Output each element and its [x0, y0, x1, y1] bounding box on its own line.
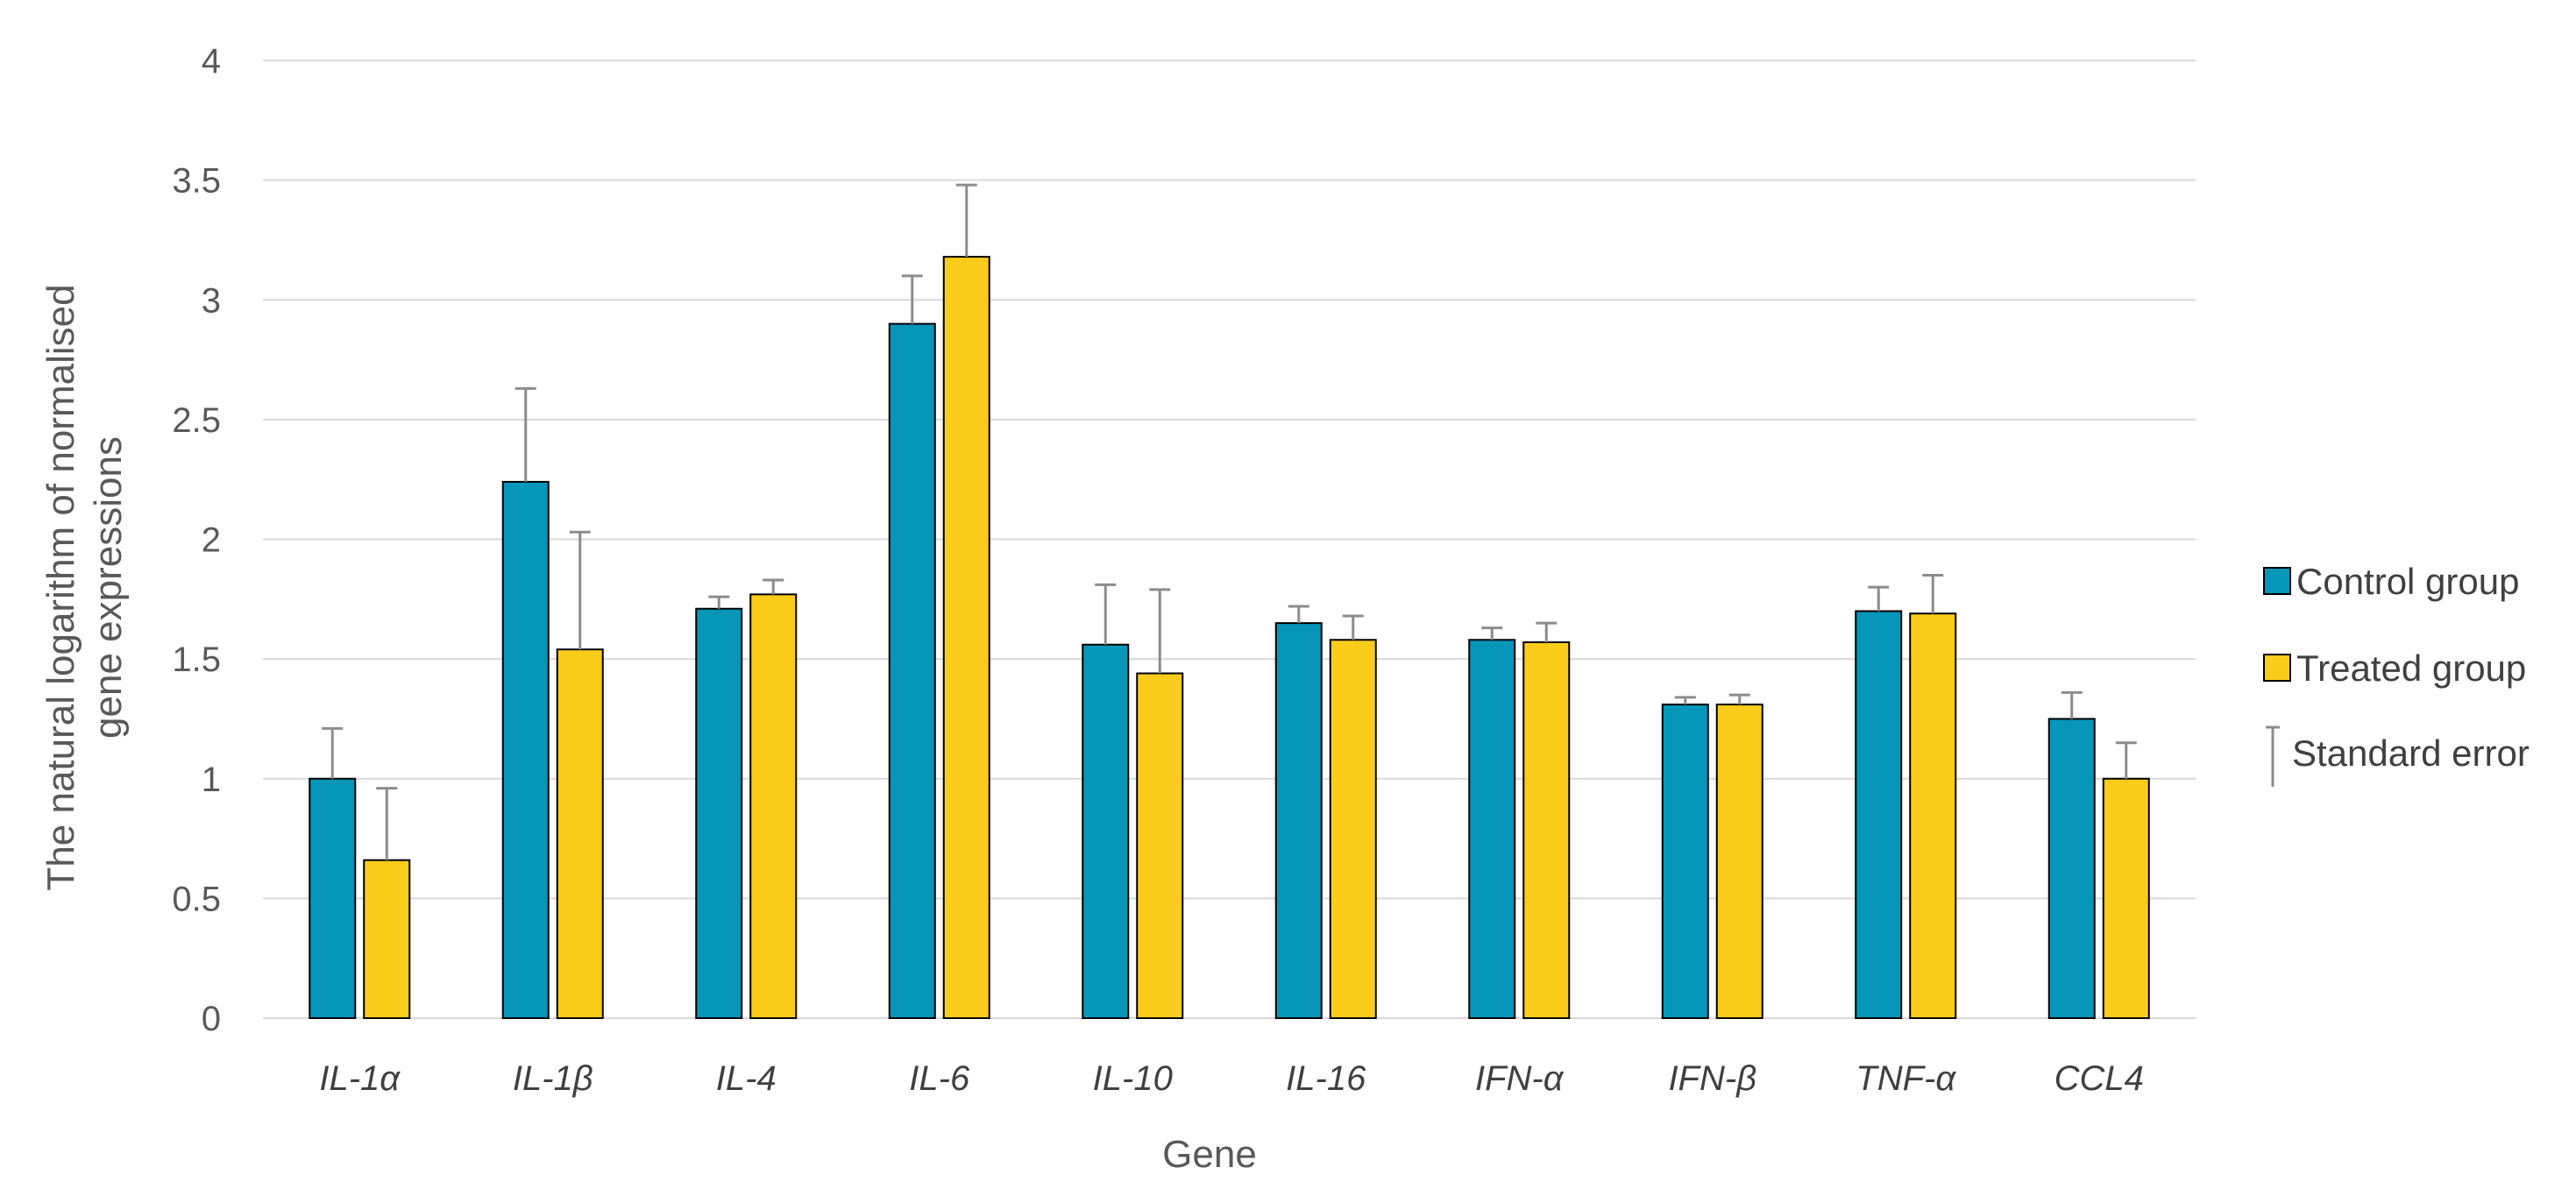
error-bar — [763, 578, 784, 595]
error-bar — [708, 595, 730, 609]
x-category-label: IL-1β — [513, 1059, 593, 1098]
bar-control — [309, 777, 357, 1019]
error-bars — [322, 183, 2137, 860]
bar-control — [695, 607, 743, 1019]
error-bar — [2061, 690, 2083, 719]
bar-treated — [1329, 639, 1377, 1019]
x-axis-title: Gene — [1162, 1133, 1257, 1176]
y-tick-label: 3.5 — [172, 162, 221, 201]
x-category-label: CCL4 — [2054, 1059, 2144, 1098]
y-axis-title-line-2: gene expressions — [87, 436, 130, 739]
bar-control — [1661, 704, 1709, 1019]
error-bar — [514, 386, 536, 482]
x-category-label: IFN-β — [1668, 1059, 1756, 1098]
bar-treated — [1909, 612, 1957, 1020]
bar-treated — [2102, 777, 2150, 1019]
bar-control — [2047, 718, 2096, 1019]
y-tick-label: 1.5 — [172, 641, 221, 679]
x-category-label: IL-10 — [1093, 1059, 1173, 1098]
error-bar — [376, 787, 398, 860]
error-bar — [901, 274, 923, 324]
legend-swatch-control — [2263, 567, 2291, 595]
legend-swatch-treated — [2263, 654, 2291, 682]
error-bar — [569, 530, 591, 650]
legend-error-bar-icon — [2266, 725, 2280, 787]
legend: Control group Treated group Standard err… — [2263, 561, 2530, 787]
bar-treated — [749, 593, 798, 1019]
x-axis-categories: IL-1α IL-1β IL-4 IL-6 IL-10 IL-16 IFN-α IFN-β TN… — [319, 1059, 2144, 1098]
error-bar — [955, 183, 977, 258]
bar-treated — [1136, 672, 1184, 1020]
y-axis-title-line-1: The natural logarithm of normalised — [39, 284, 82, 890]
error-bar — [1674, 696, 1696, 705]
bar-control — [501, 480, 550, 1019]
bar-treated — [942, 256, 990, 1019]
bar-control — [1855, 610, 1903, 1019]
legend-label-standard-error: Standard error — [2292, 733, 2530, 774]
y-tick-label: 1 — [202, 761, 221, 799]
y-axis-ticks: 0 0.5 1 1.5 2 2.5 3 3.5 4 — [172, 42, 221, 1038]
bar-treated — [556, 648, 604, 1019]
error-bar — [1922, 573, 1944, 614]
y-tick-label: 2.5 — [172, 401, 221, 440]
legend-label-control: Control group — [2296, 561, 2519, 602]
bar-control — [1468, 639, 1516, 1019]
error-bar — [1536, 621, 1558, 642]
x-category-label: IL-6 — [909, 1059, 970, 1098]
bar-treated — [1522, 641, 1571, 1019]
error-bar — [1868, 585, 1890, 612]
bar-treated — [363, 859, 411, 1020]
y-tick-label: 2 — [202, 521, 221, 560]
gridlines — [263, 60, 2196, 1019]
x-category-label: IL-4 — [716, 1059, 777, 1098]
error-bar — [1728, 693, 1750, 705]
error-bar — [1481, 626, 1503, 641]
bar-treated — [1715, 704, 1763, 1019]
x-category-label: IL-16 — [1286, 1059, 1366, 1098]
error-bar — [1342, 614, 1364, 641]
bar-control — [1274, 622, 1323, 1019]
error-bar — [322, 726, 344, 779]
x-category-label: IL-1α — [319, 1059, 401, 1098]
error-bar — [1149, 588, 1171, 674]
y-tick-label: 0 — [202, 1000, 221, 1038]
error-bar — [2115, 741, 2137, 779]
error-bar — [1288, 605, 1309, 624]
bars — [309, 256, 2150, 1020]
x-category-label: TNF-α — [1856, 1059, 1956, 1098]
error-bar — [1095, 583, 1117, 645]
bar-control — [888, 322, 936, 1019]
y-tick-label: 4 — [202, 42, 221, 81]
y-tick-label: 3 — [202, 281, 221, 320]
bar-control — [1082, 643, 1130, 1019]
legend-label-treated: Treated group — [2296, 648, 2526, 689]
y-tick-label: 0.5 — [172, 880, 221, 918]
x-category-label: IFN-α — [1475, 1059, 1565, 1098]
